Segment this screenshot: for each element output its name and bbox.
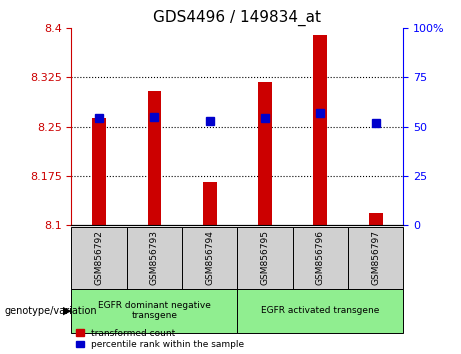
Text: GSM856796: GSM856796 xyxy=(316,230,325,285)
Bar xyxy=(237,289,403,333)
Bar xyxy=(71,289,237,333)
Text: EGFR dominant negative
transgene: EGFR dominant negative transgene xyxy=(98,301,211,320)
Bar xyxy=(127,227,182,289)
Bar xyxy=(182,227,237,289)
Bar xyxy=(348,227,403,289)
Bar xyxy=(148,91,161,225)
Bar xyxy=(369,213,383,225)
Bar xyxy=(203,182,217,225)
Text: GSM856797: GSM856797 xyxy=(371,230,380,285)
Bar xyxy=(71,227,127,289)
Text: EGFR activated transgene: EGFR activated transgene xyxy=(261,306,379,315)
Bar xyxy=(237,227,293,289)
Bar xyxy=(258,82,272,225)
Text: GSM856792: GSM856792 xyxy=(95,230,104,285)
Text: GSM856795: GSM856795 xyxy=(260,230,270,285)
Text: GSM856794: GSM856794 xyxy=(205,230,214,285)
Text: genotype/variation: genotype/variation xyxy=(5,306,97,316)
Legend: transformed count, percentile rank within the sample: transformed count, percentile rank withi… xyxy=(76,329,244,349)
Text: ▶: ▶ xyxy=(63,306,71,316)
Title: GDS4496 / 149834_at: GDS4496 / 149834_at xyxy=(154,9,321,25)
Bar xyxy=(293,227,348,289)
Bar xyxy=(92,118,106,225)
Text: GSM856793: GSM856793 xyxy=(150,230,159,285)
Bar xyxy=(313,35,327,225)
